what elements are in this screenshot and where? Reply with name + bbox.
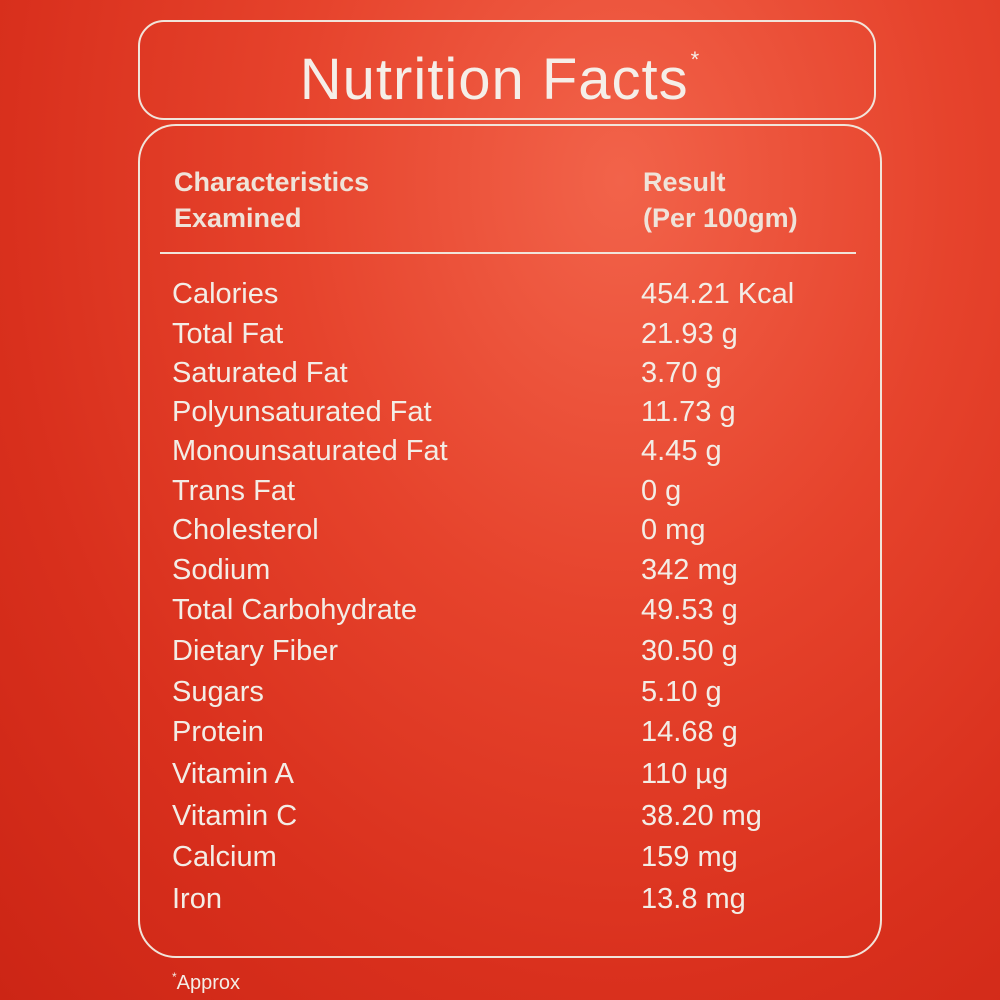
header-characteristics: Characteristics Examined [174,164,474,236]
nutrient-value: 454.21 Kcal [641,278,795,310]
table-row: Saturated Fat 3.70 g [0,353,1000,393]
nutrient-value: 30.50 g [641,635,738,667]
nutrient-value: 5.10 g [641,676,722,708]
nutrient-name: Dietary Fiber [172,635,338,667]
nutrient-name: Saturated Fat [172,357,348,389]
table-row: Total Fat 21.93 g [0,314,1000,354]
nutrient-value: 38.20 mg [641,800,762,832]
table-row: Total Carbohydrate 49.53 g [0,590,1000,630]
header-characteristics-line1: Characteristics [174,167,370,197]
table-row: Cholesterol 0 mg [0,510,1000,550]
table-row: Vitamin A 110 µg [0,754,1000,794]
header-characteristics-line2: Examined [174,203,302,233]
table-row: Monounsaturated Fat 4.45 g [0,431,1000,471]
nutrient-value: 21.93 g [641,318,738,350]
nutrient-name: Vitamin C [172,800,298,832]
nutrient-name: Calcium [172,841,277,873]
nutrient-value: 11.73 g [641,396,736,428]
nutrition-table-panel [138,124,882,958]
header-result-line1: Result [643,167,726,197]
table-row: Protein 14.68 g [0,712,1000,752]
nutrient-name: Trans Fat [172,475,296,507]
nutrient-value: 14.68 g [641,716,738,748]
table-row: Calcium 159 mg [0,837,1000,877]
header-result: Result (Per 100gm) [643,164,873,236]
title-box [138,20,876,120]
nutrient-name: Cholesterol [172,514,319,546]
nutrient-name: Polyunsaturated Fat [172,396,432,428]
title-asterisk: * [690,47,701,72]
nutrient-value: 159 mg [641,841,738,873]
nutrient-value: 110 µg [641,758,729,790]
footnote-text: Approx [176,972,241,994]
title-text: Nutrition Facts [299,47,689,112]
nutrient-name: Sugars [172,676,264,708]
table-row: Sodium 342 mg [0,550,1000,590]
nutrient-name: Monounsaturated Fat [172,435,448,467]
table-row: Sugars 5.10 g [0,672,1000,712]
table-row: Polyunsaturated Fat 11.73 g [0,392,1000,432]
nutrient-name: Iron [172,883,222,915]
nutrient-value: 0 mg [641,514,706,546]
nutrient-value: 3.70 g [641,357,722,389]
header-divider [160,252,856,254]
header-result-line2: (Per 100gm) [643,203,798,233]
table-row: Iron 13.8 mg [0,879,1000,919]
nutrient-value: 49.53 g [641,594,738,626]
nutrient-name: Sodium [172,554,271,586]
table-row: Trans Fat 0 g [0,471,1000,511]
nutrient-name: Total Fat [172,318,284,350]
nutrient-value: 13.8 mg [641,883,746,915]
nutrient-name: Protein [172,716,264,748]
table-row: Calories 454.21 Kcal [0,274,1000,314]
nutrient-value: 0 g [641,475,682,507]
table-row: Vitamin C 38.20 mg [0,796,1000,836]
footnote: *Approx [172,970,240,995]
footnote-asterisk: * [172,970,177,984]
nutrient-value: 342 mg [641,554,738,586]
page-title: Nutrition Facts* [0,46,1000,113]
nutrient-name: Total Carbohydrate [172,594,418,626]
nutrient-name: Vitamin A [172,758,294,790]
table-row: Dietary Fiber 30.50 g [0,631,1000,671]
nutrient-name: Calories [172,278,279,310]
nutrient-value: 4.45 g [641,435,722,467]
